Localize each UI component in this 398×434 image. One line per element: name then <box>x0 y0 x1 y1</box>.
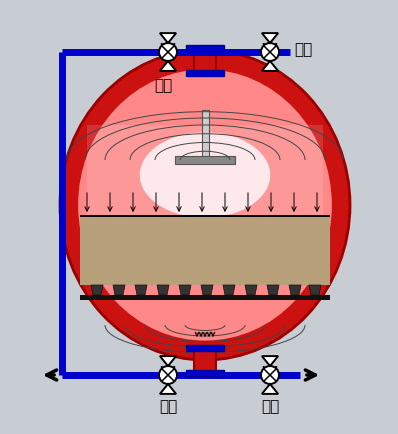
Text: 打开: 打开 <box>261 399 279 414</box>
Polygon shape <box>157 285 169 295</box>
Circle shape <box>159 43 177 61</box>
Text: 打开: 打开 <box>154 78 172 93</box>
Polygon shape <box>245 285 257 295</box>
Bar <box>186 70 224 76</box>
Polygon shape <box>289 285 301 295</box>
Ellipse shape <box>78 69 332 341</box>
Polygon shape <box>309 285 321 295</box>
Bar <box>186 370 224 376</box>
Bar <box>80 217 330 285</box>
Polygon shape <box>160 384 176 394</box>
Bar <box>186 345 224 351</box>
Polygon shape <box>262 356 278 366</box>
Polygon shape <box>267 285 279 295</box>
Polygon shape <box>160 61 176 71</box>
Text: 关闭: 关闭 <box>294 43 312 57</box>
Ellipse shape <box>140 132 270 217</box>
Bar <box>87 125 323 220</box>
Polygon shape <box>135 285 147 295</box>
Text: 关闭: 关闭 <box>159 399 177 414</box>
Circle shape <box>261 366 279 384</box>
Ellipse shape <box>60 50 350 360</box>
Polygon shape <box>262 61 278 71</box>
Polygon shape <box>113 285 125 295</box>
Polygon shape <box>223 285 235 295</box>
Bar <box>194 350 216 372</box>
Polygon shape <box>201 285 213 295</box>
Polygon shape <box>179 285 191 295</box>
Polygon shape <box>262 33 278 43</box>
Bar <box>194 50 216 72</box>
Circle shape <box>261 43 279 61</box>
Bar <box>186 45 224 51</box>
Polygon shape <box>160 356 176 366</box>
Circle shape <box>159 366 177 384</box>
Polygon shape <box>262 384 278 394</box>
Polygon shape <box>160 33 176 43</box>
Bar <box>175 156 235 164</box>
Bar <box>80 295 330 300</box>
Polygon shape <box>91 285 103 295</box>
Bar <box>80 215 330 218</box>
Bar <box>202 110 209 160</box>
